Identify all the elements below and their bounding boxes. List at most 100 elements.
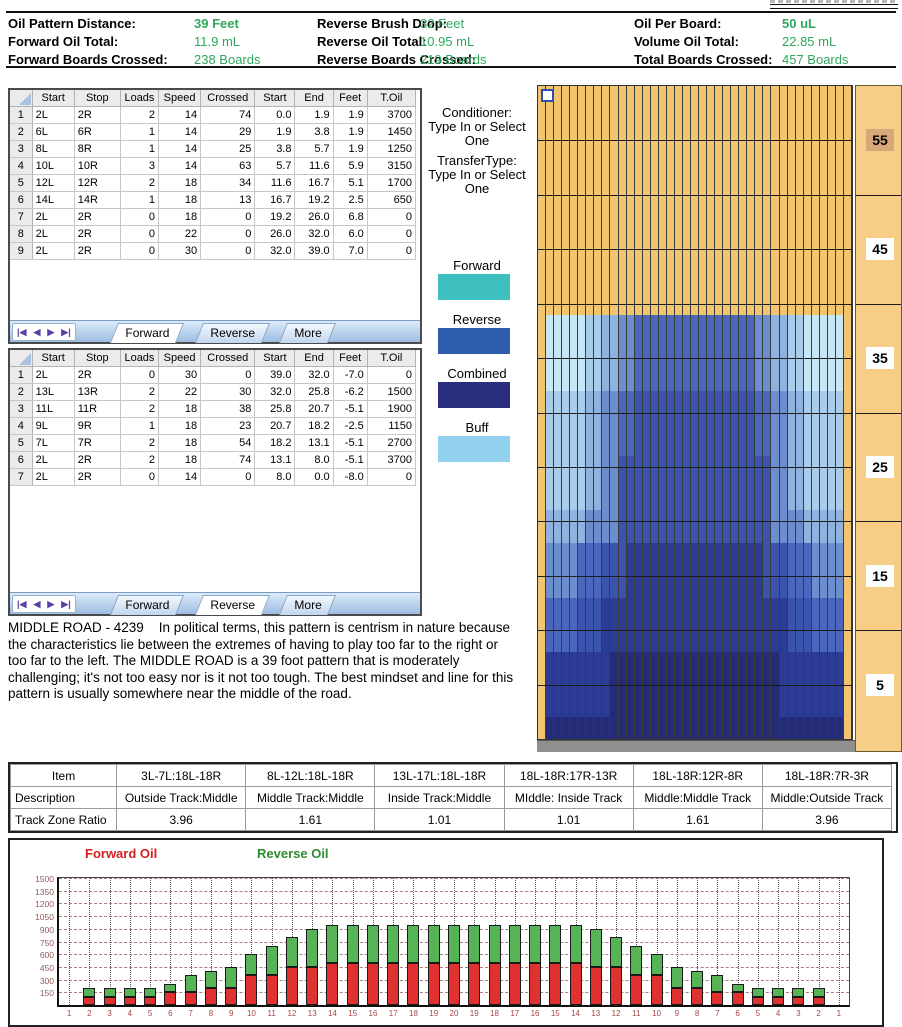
table-cell[interactable]: -5.1 <box>333 451 368 469</box>
table-cell[interactable]: 22 <box>158 383 202 401</box>
table-cell[interactable]: 38 <box>200 400 256 418</box>
tab-forward[interactable]: Forward <box>109 323 185 343</box>
table-cell[interactable]: 2R <box>74 208 121 226</box>
table-cell[interactable]: 32.0 <box>294 225 334 243</box>
table-cell[interactable]: 2L <box>32 208 75 226</box>
row-number[interactable]: 1 <box>10 366 33 384</box>
nav-first-button[interactable]: |◀ <box>17 599 27 609</box>
conditioner-value[interactable]: Type In or Select One <box>428 119 526 148</box>
table-cell[interactable]: 7L <box>32 434 75 452</box>
table-cell[interactable]: 1.9 <box>333 140 368 158</box>
tab-forward[interactable]: Forward <box>109 595 185 615</box>
table-cell[interactable]: 18 <box>158 400 202 418</box>
table-cell[interactable]: 14 <box>158 140 202 158</box>
table-cell[interactable]: 34 <box>200 174 256 192</box>
nav-next-button[interactable]: ▶ <box>47 599 55 609</box>
table-cell[interactable]: 14 <box>158 106 202 124</box>
table-cell[interactable]: 32.0 <box>254 383 296 401</box>
tab-reverse[interactable]: Reverse <box>194 323 270 343</box>
table-cell[interactable]: 1 <box>120 140 160 158</box>
table-cell[interactable]: -8.0 <box>333 468 368 486</box>
table-cell[interactable]: 0 <box>367 225 417 243</box>
table-cell[interactable]: 74 <box>200 106 256 124</box>
table-cell[interactable]: 1150 <box>367 417 417 435</box>
table-cell[interactable]: 0 <box>200 366 256 384</box>
table-cell[interactable]: 1500 <box>367 383 417 401</box>
table-cell[interactable]: 0 <box>200 242 256 260</box>
table-cell[interactable]: 18 <box>158 208 202 226</box>
table-cell[interactable]: 3700 <box>367 451 417 469</box>
table-cell[interactable]: 12R <box>74 174 121 192</box>
table-cell[interactable]: 2R <box>74 106 121 124</box>
table-cell[interactable]: 63 <box>200 157 256 175</box>
table-cell[interactable]: -5.1 <box>333 400 368 418</box>
table-cell[interactable]: 30 <box>200 383 256 401</box>
table-cell[interactable]: 2.5 <box>333 191 368 209</box>
table-cell[interactable]: 30 <box>158 366 202 384</box>
table-cell[interactable]: 0 <box>120 366 160 384</box>
nav-last-button[interactable]: ▶| <box>61 599 71 609</box>
table-cell[interactable]: 2 <box>120 106 160 124</box>
table-cell[interactable]: 22 <box>158 225 202 243</box>
table-cell[interactable]: 2R <box>74 225 121 243</box>
table-cell[interactable]: 8.0 <box>294 451 334 469</box>
table-cell[interactable]: 2 <box>120 400 160 418</box>
table-cell[interactable]: 11L <box>32 400 75 418</box>
table-cell[interactable]: 1700 <box>367 174 417 192</box>
table-cell[interactable]: 6L <box>32 123 75 141</box>
table-cell[interactable]: 13L <box>32 383 75 401</box>
table-cell[interactable]: 19.2 <box>254 208 296 226</box>
table-cell[interactable]: 2L <box>32 225 75 243</box>
table-cell[interactable]: 8R <box>74 140 121 158</box>
table-cell[interactable]: 7R <box>74 434 121 452</box>
table-cell[interactable]: 6.8 <box>333 208 368 226</box>
table-cell[interactable]: 13 <box>200 191 256 209</box>
table-cell[interactable]: 39.0 <box>254 366 296 384</box>
table-cell[interactable]: 2L <box>32 106 75 124</box>
table-cell[interactable]: 1 <box>120 191 160 209</box>
table-cell[interactable]: 14 <box>158 157 202 175</box>
table-cell[interactable]: 0 <box>367 242 417 260</box>
table-cell[interactable]: 32.0 <box>254 242 296 260</box>
table-cell[interactable]: 2L <box>32 366 75 384</box>
table-cell[interactable]: 18 <box>158 174 202 192</box>
table-cell[interactable]: 0 <box>367 468 417 486</box>
row-number[interactable]: 6 <box>10 191 33 209</box>
table-cell[interactable]: 2L <box>32 451 75 469</box>
table-cell[interactable]: 18.2 <box>294 417 334 435</box>
table-cell[interactable]: 1.9 <box>254 123 296 141</box>
table-cell[interactable]: 650 <box>367 191 417 209</box>
nav-prev-button[interactable]: ◀ <box>33 599 41 609</box>
row-number[interactable]: 7 <box>10 208 33 226</box>
row-number[interactable]: 1 <box>10 106 33 124</box>
table-cell[interactable]: 1 <box>120 123 160 141</box>
table-cell[interactable]: 3700 <box>367 106 417 124</box>
table-cell[interactable]: 3.8 <box>254 140 296 158</box>
table-cell[interactable]: 5.7 <box>254 157 296 175</box>
table-cell[interactable]: 2L <box>32 468 75 486</box>
table-cell[interactable]: 5.9 <box>333 157 368 175</box>
table-cell[interactable]: 7.0 <box>333 242 368 260</box>
table-cell[interactable]: 18.2 <box>254 434 296 452</box>
transfer-value[interactable]: Type In or Select One <box>428 167 526 196</box>
row-number[interactable]: 2 <box>10 383 33 401</box>
table-cell[interactable]: 1450 <box>367 123 417 141</box>
table-cell[interactable]: 5.1 <box>333 174 368 192</box>
table-cell[interactable]: 2R <box>74 242 121 260</box>
table-cell[interactable]: 2L <box>32 242 75 260</box>
table-cell[interactable]: 3 <box>120 157 160 175</box>
table-cell[interactable]: 0 <box>200 225 256 243</box>
table-cell[interactable]: 12L <box>32 174 75 192</box>
table-cell[interactable]: 0 <box>200 208 256 226</box>
table-cell[interactable]: 5.7 <box>294 140 334 158</box>
table-cell[interactable]: 1.9 <box>333 123 368 141</box>
table-cell[interactable]: 14 <box>158 123 202 141</box>
row-number[interactable]: 9 <box>10 242 33 260</box>
table-cell[interactable]: 20.7 <box>254 417 296 435</box>
table-cell[interactable]: 23 <box>200 417 256 435</box>
row-number[interactable]: 4 <box>10 417 33 435</box>
table-cell[interactable]: 13R <box>74 383 121 401</box>
row-number[interactable]: 3 <box>10 400 33 418</box>
table-cell[interactable]: 54 <box>200 434 256 452</box>
table-cell[interactable]: 2R <box>74 451 121 469</box>
